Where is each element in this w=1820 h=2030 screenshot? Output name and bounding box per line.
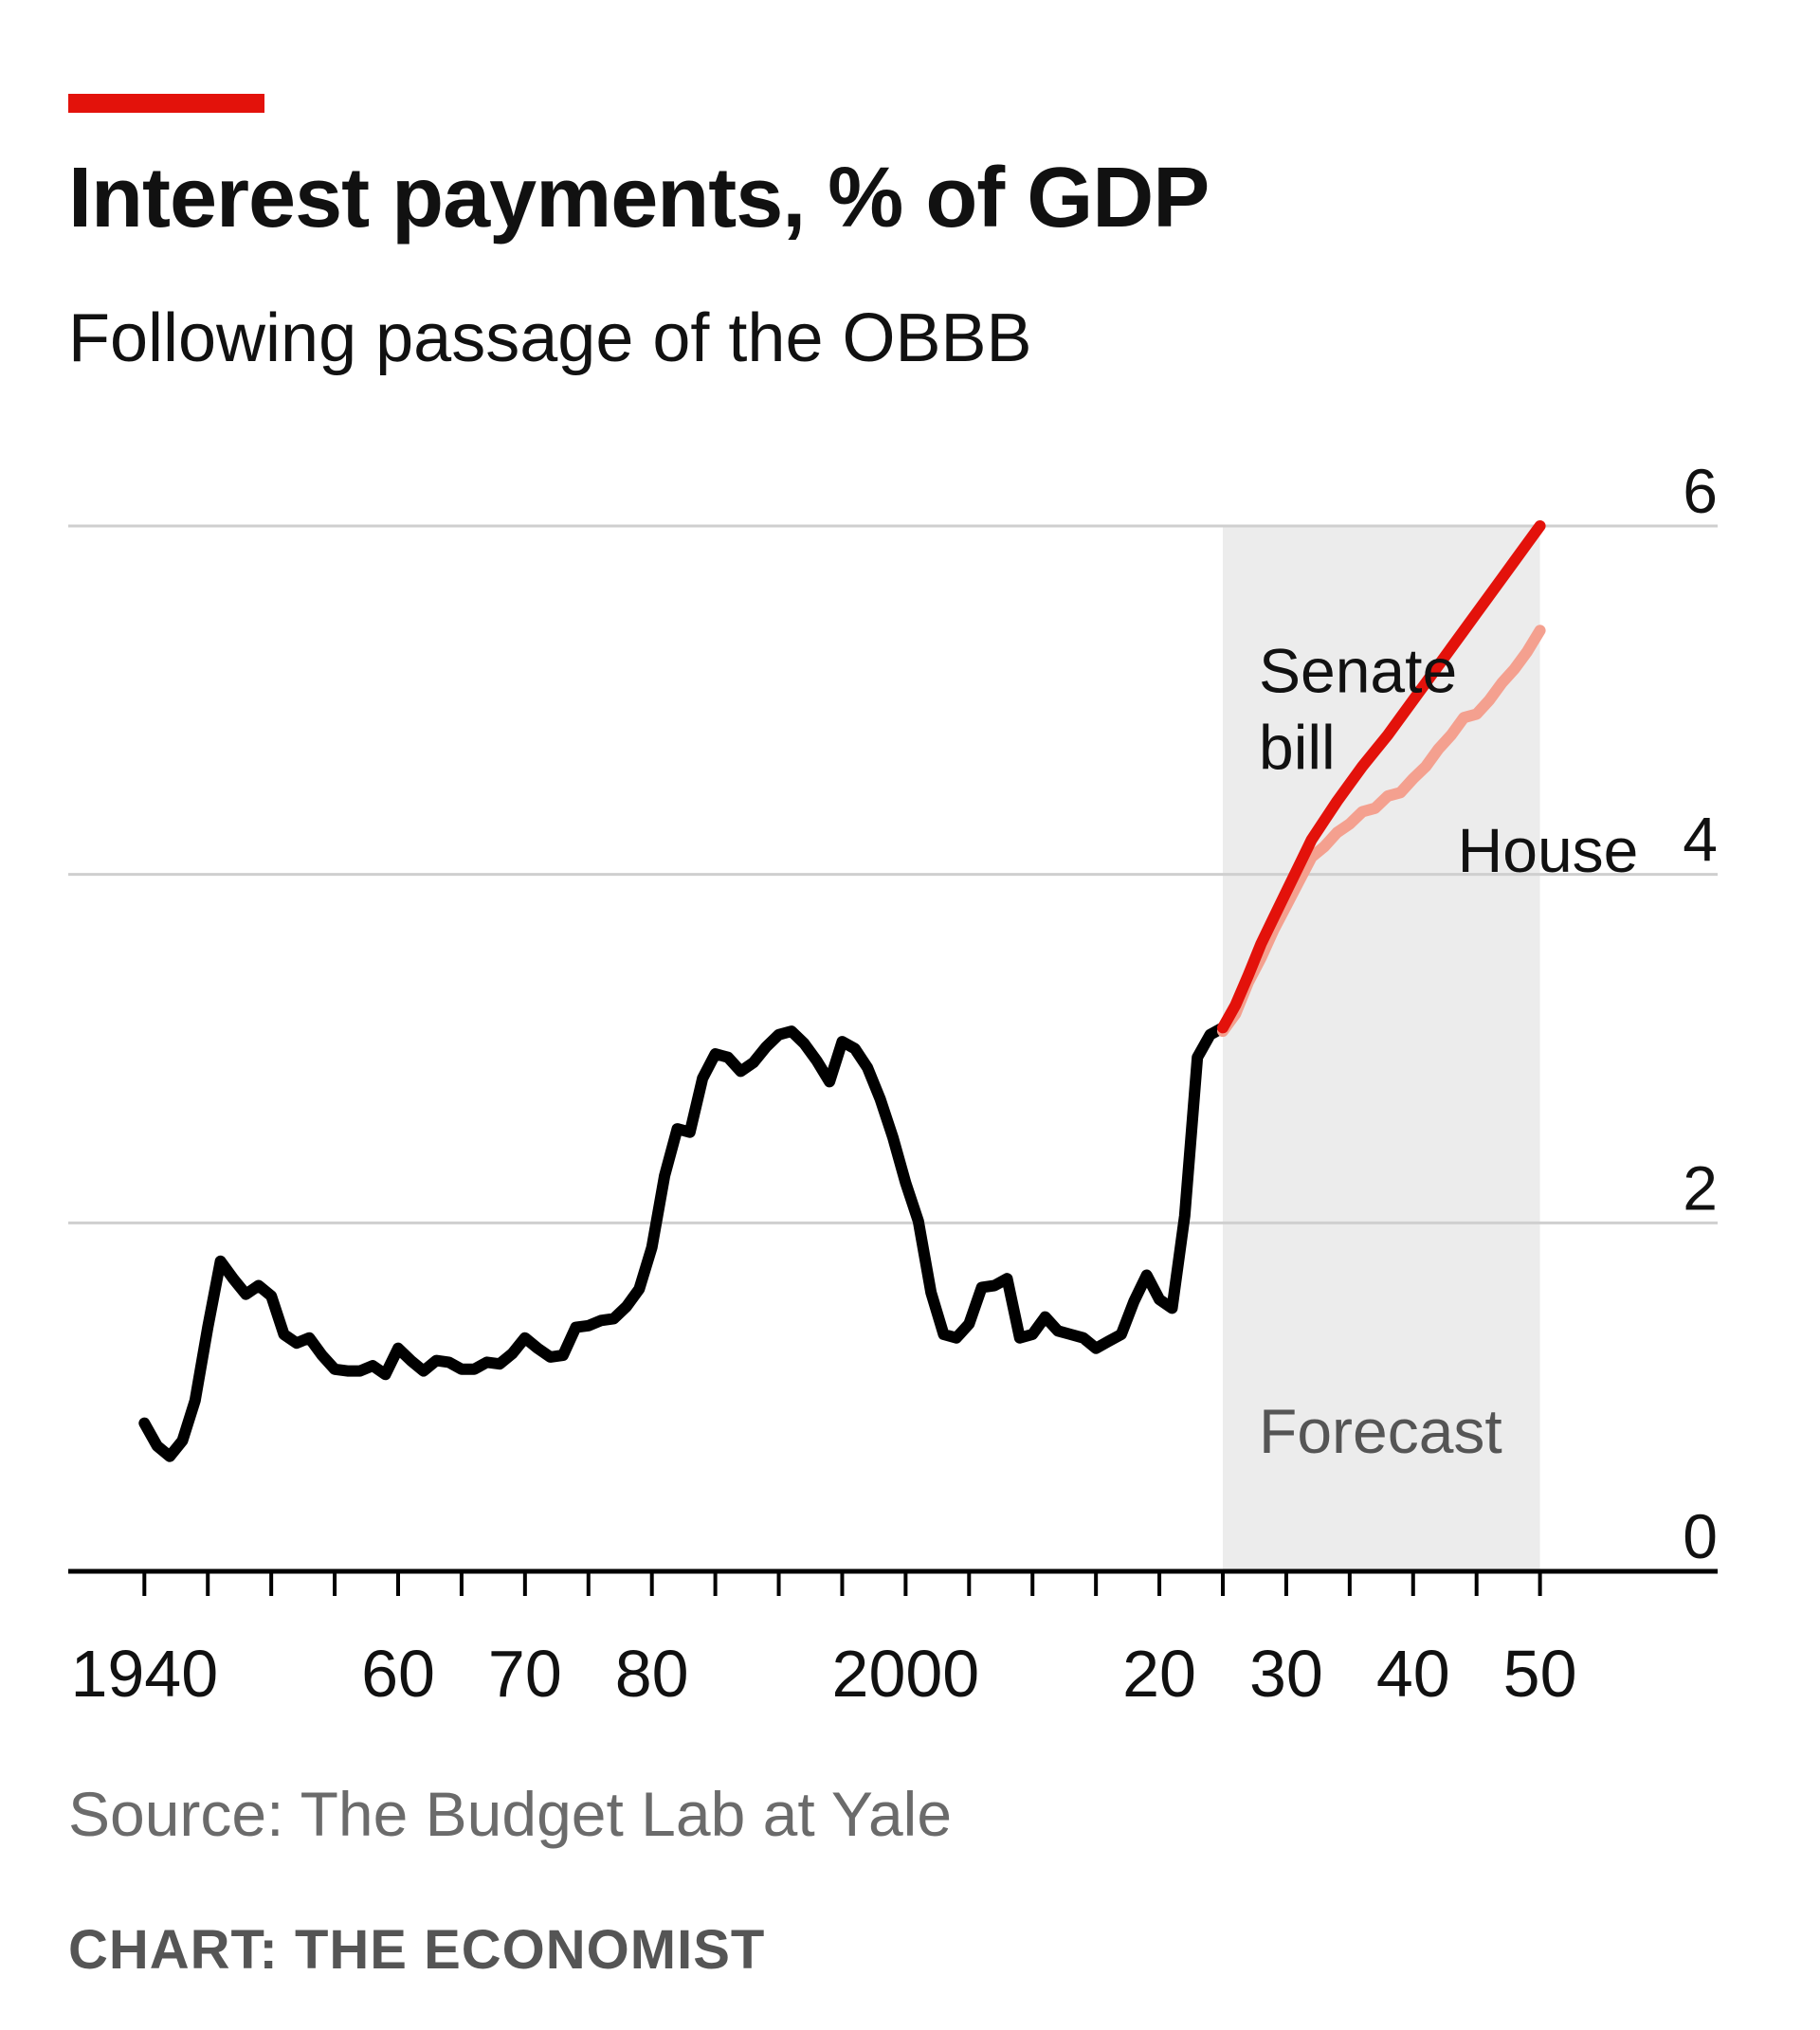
senate-bill-label-line2: bill	[1259, 712, 1336, 782]
forecast-label: Forecast	[1259, 1396, 1502, 1466]
y-tick-label: 6	[1683, 456, 1718, 526]
house-label: House	[1458, 815, 1639, 885]
accent-bar	[68, 94, 264, 113]
x-tick-label: 80	[615, 1637, 689, 1711]
x-tick-label: 50	[1503, 1637, 1577, 1711]
chart-credit: CHART: THE ECONOMIST	[68, 1919, 766, 1981]
chart-subtitle: Following passage of the OBBB	[68, 300, 1032, 376]
x-tick-label: 30	[1249, 1637, 1323, 1711]
x-tick-label: 2000	[832, 1637, 980, 1711]
x-tick-label: 1940	[70, 1637, 218, 1711]
x-tick-label: 60	[361, 1637, 435, 1711]
source-note: Source: The Budget Lab at Yale	[68, 1779, 953, 1849]
chart-title: Interest payments, % of GDP	[68, 151, 1210, 245]
senate-bill-label: Senate	[1259, 635, 1457, 705]
x-tick-label: 40	[1376, 1637, 1450, 1711]
y-tick-label: 4	[1683, 805, 1718, 875]
y-tick-label: 0	[1683, 1501, 1718, 1571]
series-line-senate-bill	[1217, 520, 1546, 1034]
y-tick-label: 2	[1683, 1152, 1718, 1223]
x-tick-label: 70	[488, 1637, 562, 1711]
x-tick-label: 20	[1122, 1637, 1196, 1711]
series-line-historical	[138, 1022, 1228, 1462]
